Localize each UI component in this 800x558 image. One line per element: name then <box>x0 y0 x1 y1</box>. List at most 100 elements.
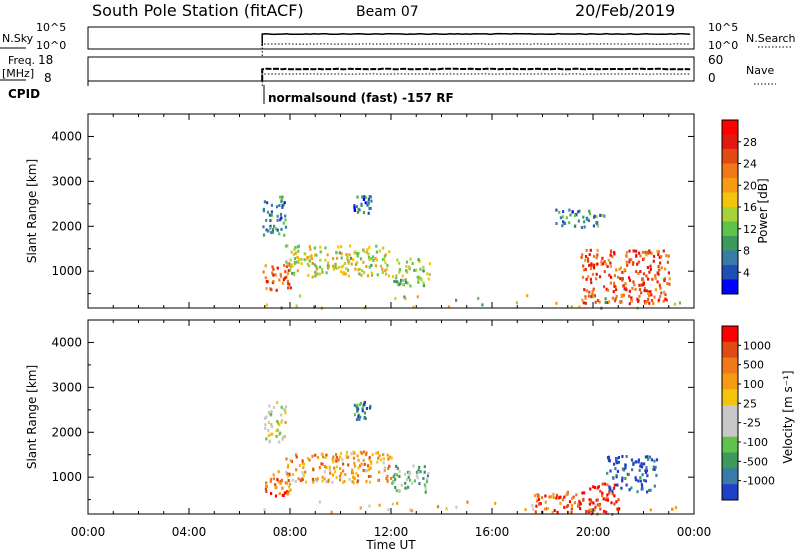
scatter-cell-6 <box>628 276 631 280</box>
scatter-cell-6 <box>658 255 661 259</box>
scatter-cell-6 <box>632 261 635 265</box>
scatter-cell-6 <box>611 255 614 259</box>
scatter-cell-4 <box>418 482 421 486</box>
nsky-series-line <box>261 32 691 47</box>
scatter-cell-0 <box>268 411 271 415</box>
scatter-cell-1 <box>287 269 290 273</box>
colorbar-tick-label: 24 <box>743 158 757 171</box>
scatter-cell-6 <box>639 270 642 273</box>
scatter-cell-4 <box>395 274 398 278</box>
x-tick-label: 20:00 <box>576 525 611 539</box>
scatter-cell-7 <box>655 473 658 477</box>
scatter-cell-3 <box>353 413 356 417</box>
scatter-cell-2 <box>369 474 372 478</box>
scatter-cell-5 <box>536 493 539 497</box>
scatter-cell-7 <box>606 471 609 475</box>
scatter-cell-2 <box>301 478 304 482</box>
scatter-cell-2 <box>347 455 350 459</box>
scatter-cell-1 <box>286 279 289 283</box>
scatter-cell-4 <box>404 472 407 476</box>
scatter-cell-0 <box>268 213 272 217</box>
scatter-cell-5 <box>555 222 558 225</box>
scatter-cell-6 <box>605 262 608 266</box>
scatter-cell-6 <box>643 286 647 290</box>
scatter-cell-6 <box>596 486 599 490</box>
scatter-cell-0 <box>280 420 283 424</box>
scatter-cell-4 <box>418 260 421 263</box>
scatter-cell-2 <box>315 272 318 276</box>
scatter-cell-1 <box>264 264 267 268</box>
scatter-cell-3 <box>353 403 356 407</box>
scatter-cell-2 <box>353 464 357 468</box>
scatter-cell-7 <box>611 489 614 493</box>
scatter-cell-2 <box>294 251 297 255</box>
scatter-cell-2 <box>325 466 328 469</box>
scatter-cell-2 <box>327 266 330 270</box>
scatter-cell-0 <box>275 227 278 231</box>
scatter-cell-6 <box>588 263 591 267</box>
scatter-cell-7 <box>555 301 558 305</box>
colorbar-swatch <box>722 178 738 193</box>
scatter-cell-2 <box>375 258 378 262</box>
scatter-cell-6 <box>584 297 587 301</box>
scatter-cell-5 <box>577 219 580 223</box>
scatter-cell-6 <box>626 263 629 267</box>
scatter-cell-6 <box>643 289 646 293</box>
scatter-cell-6 <box>621 277 624 281</box>
scatter-cell-6 <box>613 274 616 278</box>
colorbar-tick-label: 12 <box>743 223 757 236</box>
scatter-cell-2 <box>327 479 330 483</box>
scatter-cell-3 <box>359 401 363 405</box>
scatter-cell-6 <box>645 253 648 257</box>
scatter-cell-5 <box>537 498 540 501</box>
scatter-cell-1 <box>274 494 278 498</box>
scatter-cell-6 <box>641 277 644 281</box>
scatter-cell-2 <box>328 465 331 469</box>
scatter-cell-5 <box>565 493 568 497</box>
scatter-cell-5 <box>572 495 575 499</box>
scatter-cell-8 <box>532 507 535 511</box>
scatter-cell-1 <box>272 267 275 271</box>
scatter-cell-3 <box>365 407 368 410</box>
scatter-cell-1 <box>262 270 265 274</box>
scatter-cell-1 <box>279 274 283 278</box>
scatter-cell-6 <box>644 250 647 254</box>
scatter-cell-5 <box>593 214 596 218</box>
scatter-cell-0 <box>278 440 281 444</box>
scatter-cell-1 <box>272 280 275 283</box>
scatter-cell-2 <box>365 468 368 472</box>
scatter-cell-5 <box>573 224 577 228</box>
scatter-cell-7 <box>477 296 480 300</box>
scatter-cell-6 <box>634 287 637 291</box>
scatter-cell-7 <box>416 295 419 299</box>
scatter-cell-2 <box>291 473 294 476</box>
scatter-cell-6 <box>649 264 652 268</box>
colorbar-tick-label: 16 <box>743 201 757 214</box>
scatter-cell-3 <box>363 400 366 404</box>
scatter-cell-6 <box>628 289 631 293</box>
scatter-cell-2 <box>319 258 322 262</box>
scatter-cell-6 <box>593 294 596 298</box>
scatter-cell-8 <box>674 506 678 510</box>
scatter-cell-6 <box>630 258 633 262</box>
y-tick-label: 3000 <box>51 380 82 394</box>
scatter-cell-3 <box>360 202 363 206</box>
scatter-cell-6 <box>646 266 649 269</box>
scatter-cell-0 <box>279 218 282 222</box>
station-title: South Pole Station (fitACF) <box>92 1 304 20</box>
scatter-cell-2 <box>285 457 288 461</box>
scatter-cell-4 <box>409 257 412 261</box>
scatter-cell-2 <box>344 473 347 476</box>
scatter-cell-2 <box>321 462 324 466</box>
scatter-cell-2 <box>339 478 342 482</box>
scatter-cell-5 <box>544 494 547 498</box>
scatter-cell-6 <box>664 267 667 271</box>
scatter-cell-0 <box>263 416 266 420</box>
scatter-cell-2 <box>343 262 347 266</box>
scatter-cell-6 <box>615 268 618 272</box>
scatter-cell-0 <box>276 401 279 404</box>
scatter-cell-2 <box>314 274 317 278</box>
scatter-cell-5 <box>595 215 598 219</box>
scatter-cell-6 <box>649 290 652 294</box>
scatter-cell-6 <box>607 258 610 262</box>
